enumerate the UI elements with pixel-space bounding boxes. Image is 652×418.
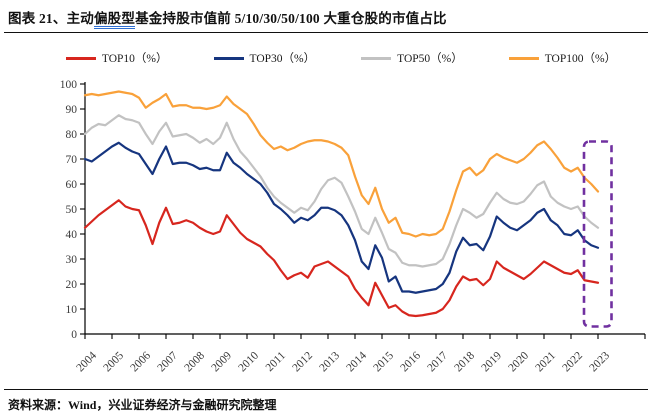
chart-area: 0 10 20 30 40 50 60 70 80 90 100 2004 2005 2006 2007 20… [0,66,652,386]
x-tick-label: 2006 [128,349,153,374]
y-tick-label: 80 [66,129,78,141]
x-tick-label: 2014 [344,349,369,374]
source-note: 资料来源：Wind，兴业证券经济与金融研究院整理 [8,398,277,412]
chart-title-prefix: 图表 21、主动 [8,11,94,26]
series-line-top30 [83,141,600,294]
y-tick-label: 20 [66,279,78,291]
legend-line-swatch [508,56,539,60]
x-tick-label: 2019 [479,349,504,374]
x-tick-label: 2023 [587,349,612,374]
y-tick-label: 0 [71,329,77,341]
chart-title-underlined-term: 偏股型 [93,11,136,29]
legend-label: TOP10（%） [101,53,168,65]
x-tick-label: 2005 [101,349,126,374]
y-tick-label: 10 [66,304,78,316]
legend-line-swatch [213,56,244,60]
legend-label: TOP100（%） [544,53,617,65]
legend-label: TOP50（%） [397,53,463,65]
x-tick-label: 2017 [425,349,450,374]
title-divider [4,32,648,33]
x-tick-label: 2013 [317,349,342,374]
y-tick-label: 90 [66,104,78,116]
series-line-top100 [83,90,600,238]
x-tick-label: 2016 [398,349,423,374]
legend-item-top50: TOP50（%） [361,50,463,66]
x-tick-label: 2020 [506,349,531,374]
x-tick-label: 2015 [371,349,396,374]
series-line-top50 [83,114,600,268]
x-tick-label: 2010 [236,349,261,374]
legend-label: TOP30（%） [249,53,316,65]
y-tick-label: 50 [66,204,78,216]
y-tick-label: 100 [60,79,78,91]
x-tick-label: 2004 [74,349,99,374]
legend-line-swatch [65,56,96,60]
x-tick-label: 2011 [264,349,289,374]
latest-data-highlight-box [582,140,613,328]
y-tick-label: 60 [66,179,78,191]
legend-line-swatch [361,56,392,60]
x-tick-label: 2008 [182,349,207,374]
source-divider [4,389,648,390]
x-tick-label: 2009 [209,349,234,374]
x-tick-label: 2012 [290,349,315,374]
x-tick-label: 2018 [452,349,477,374]
chart-title: 图表 21、主动偏股型基金持股市值前 5/10/30/50/100 大重仓股的市… [8,7,648,29]
chart-legend: TOP10（%） TOP30（%） TOP50（%） TOP100（%） [30,50,652,66]
y-tick-label: 30 [66,254,78,266]
chart-title-suffix: 基金持股市值前 5/10/30/50/100 大重仓股的市值占比 [135,11,447,26]
y-tick-label: 70 [66,154,78,166]
legend-item-top100: TOP100（%） [508,50,617,66]
x-tick-label: 2022 [560,349,585,374]
legend-item-top10: TOP10（%） [65,50,168,66]
x-tick-label: 2021 [533,349,558,374]
y-tick-label: 40 [66,229,78,241]
series-line-top10 [83,199,600,318]
legend-item-top30: TOP30（%） [213,50,316,66]
x-tick-label: 2007 [155,349,180,374]
